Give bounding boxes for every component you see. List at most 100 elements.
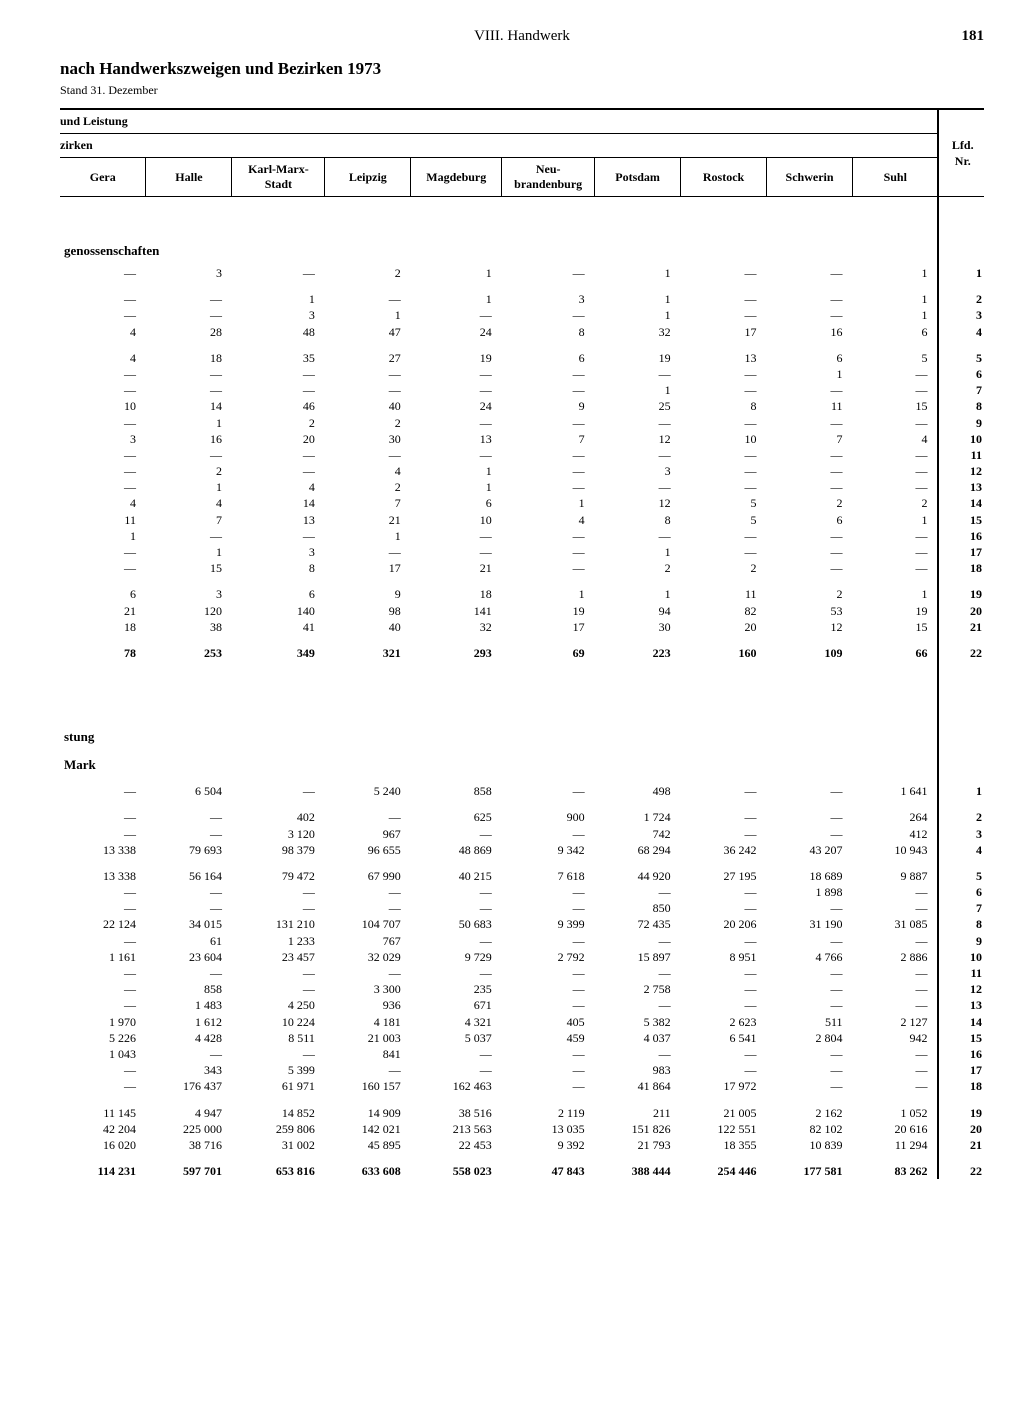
cell: — <box>502 826 595 842</box>
cell: — <box>681 826 767 842</box>
cell: 8 <box>595 512 681 528</box>
table-row: 13 33856 16479 47267 99040 2157 61844 92… <box>60 868 984 884</box>
cell: — <box>853 1062 939 1078</box>
header-line-1: und Leistung <box>60 109 938 134</box>
cell: 967 <box>325 826 411 842</box>
table-row: ——402—6259001 724——2642 <box>60 809 984 825</box>
cell: 6 541 <box>681 1030 767 1046</box>
cell: 2 127 <box>853 1014 939 1030</box>
cell: — <box>232 447 325 463</box>
cell: — <box>681 415 767 431</box>
cell: — <box>60 783 146 799</box>
cell: 1 <box>232 291 325 307</box>
col-kms: Karl-Marx- Stadt <box>232 158 325 197</box>
cell: — <box>502 265 595 281</box>
lfd-cell: 18 <box>938 560 984 576</box>
lfd-cell: 12 <box>938 463 984 479</box>
cell: 32 <box>595 324 681 340</box>
lfd-cell: 21 <box>938 1137 984 1153</box>
cell: 211 <box>595 1105 681 1121</box>
cell: — <box>853 933 939 949</box>
lfd-cell: 10 <box>938 949 984 965</box>
cell: 23 457 <box>232 949 325 965</box>
cell: 7 <box>146 512 232 528</box>
cell: — <box>146 965 232 981</box>
cell: 459 <box>502 1030 595 1046</box>
lfd-cell: 1 <box>938 783 984 799</box>
cell: 42 204 <box>60 1121 146 1137</box>
cell: 10 <box>411 512 502 528</box>
cell: 17 <box>325 560 411 576</box>
table-row: 1——1——————16 <box>60 528 984 544</box>
cell: 10 <box>60 398 146 414</box>
cell: — <box>853 447 939 463</box>
cell: — <box>60 809 146 825</box>
cell: 2 <box>232 415 325 431</box>
cell: — <box>502 981 595 997</box>
cell: 38 <box>146 619 232 635</box>
cell: 858 <box>146 981 232 997</box>
cell: — <box>853 366 939 382</box>
cell: 104 707 <box>325 916 411 932</box>
cell: 1 <box>853 512 939 528</box>
cell: 162 463 <box>411 1078 502 1094</box>
cell: — <box>232 265 325 281</box>
table-row: ————————1 898—6 <box>60 884 984 900</box>
table-row: 78253349321293692231601096622 <box>60 645 984 661</box>
cell: 1 <box>60 528 146 544</box>
col-schwerin: Schwerin <box>767 158 853 197</box>
table-row: 114 231597 701653 816633 608558 02347 84… <box>60 1163 984 1179</box>
cell: 114 231 <box>60 1163 146 1179</box>
cell: 53 <box>767 603 853 619</box>
cell: 343 <box>146 1062 232 1078</box>
lfd-cell: 8 <box>938 916 984 932</box>
header-line-2: zirken <box>60 134 938 158</box>
cell: — <box>60 366 146 382</box>
cell: 3 <box>232 544 325 560</box>
cell: 27 195 <box>681 868 767 884</box>
section-label: genossenschaften <box>60 219 938 265</box>
cell: 983 <box>595 1062 681 1078</box>
cell: 61 <box>146 933 232 949</box>
table-row: ————————1—6 <box>60 366 984 382</box>
lfd-cell: 16 <box>938 1046 984 1062</box>
lfd-cell: 13 <box>938 997 984 1013</box>
cell: 1 <box>767 366 853 382</box>
cell: 36 242 <box>681 842 767 858</box>
cell: — <box>325 382 411 398</box>
cell: — <box>502 544 595 560</box>
cell: — <box>853 1078 939 1094</box>
cell: — <box>60 1078 146 1094</box>
table-row: 42 204225 000259 806142 021213 56313 035… <box>60 1121 984 1137</box>
cell: 4 <box>60 495 146 511</box>
cell: 8 <box>681 398 767 414</box>
cell: — <box>325 965 411 981</box>
lfd-cell: 2 <box>938 291 984 307</box>
cell: 30 <box>325 431 411 447</box>
cell: 2 162 <box>767 1105 853 1121</box>
cell: 79 472 <box>232 868 325 884</box>
cell: — <box>325 900 411 916</box>
cell: 46 <box>232 398 325 414</box>
cell: 79 693 <box>146 842 232 858</box>
cell: 767 <box>325 933 411 949</box>
cell: 61 971 <box>232 1078 325 1094</box>
cell: 321 <box>325 645 411 661</box>
cell: 44 920 <box>595 868 681 884</box>
cell: — <box>146 809 232 825</box>
cell: 160 157 <box>325 1078 411 1094</box>
cell: — <box>595 528 681 544</box>
cell: 850 <box>595 900 681 916</box>
lfd-cell: 7 <box>938 900 984 916</box>
cell: — <box>767 463 853 479</box>
cell: 23 604 <box>146 949 232 965</box>
cell: — <box>853 560 939 576</box>
cell: — <box>411 900 502 916</box>
cell: 1 <box>325 528 411 544</box>
cell: 4 <box>502 512 595 528</box>
cell: 259 806 <box>232 1121 325 1137</box>
cell: 2 <box>325 265 411 281</box>
cell: 1 641 <box>853 783 939 799</box>
cell: — <box>502 447 595 463</box>
cell: — <box>60 265 146 281</box>
